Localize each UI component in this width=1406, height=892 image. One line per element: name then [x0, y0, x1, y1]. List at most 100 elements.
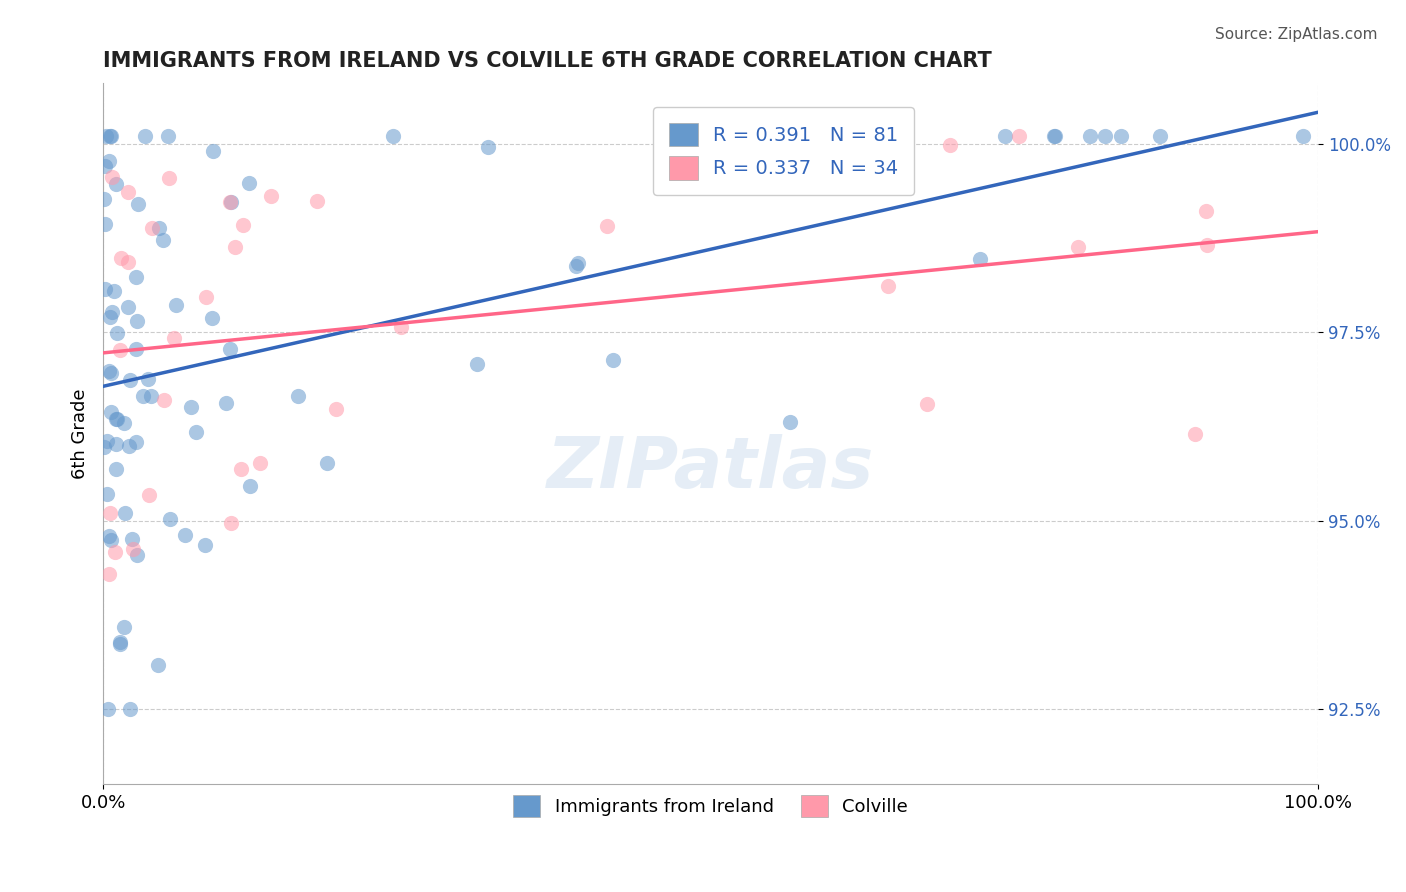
- Immigrants from Ireland: [110, 637, 132, 651]
- Immigrants from Ireland: [112, 416, 135, 430]
- Immigrants from Ireland: [219, 194, 242, 209]
- Colville: [157, 170, 180, 185]
- Immigrants from Ireland: [94, 159, 117, 173]
- Immigrants from Ireland: [125, 270, 148, 285]
- Colville: [260, 189, 283, 203]
- Immigrants from Ireland: [1094, 129, 1116, 144]
- Immigrants from Ireland: [103, 284, 125, 298]
- Text: ZIPatlas: ZIPatlas: [547, 434, 875, 503]
- Text: Source: ZipAtlas.com: Source: ZipAtlas.com: [1215, 27, 1378, 42]
- Colville: [117, 254, 139, 268]
- Immigrants from Ireland: [114, 506, 136, 520]
- Immigrants from Ireland: [139, 389, 162, 403]
- Immigrants from Ireland: [108, 634, 131, 648]
- Immigrants from Ireland: [201, 144, 224, 158]
- Immigrants from Ireland: [152, 233, 174, 247]
- Colville: [163, 331, 186, 345]
- Immigrants from Ireland: [104, 462, 127, 476]
- Immigrants from Ireland: [98, 310, 121, 324]
- Immigrants from Ireland: [112, 620, 135, 634]
- Immigrants from Ireland: [465, 357, 488, 371]
- Immigrants from Ireland: [105, 326, 128, 341]
- Colville: [153, 393, 176, 408]
- Colville: [1195, 204, 1218, 219]
- Colville: [100, 506, 122, 520]
- Immigrants from Ireland: [567, 255, 589, 269]
- Immigrants from Ireland: [602, 353, 624, 368]
- Colville: [232, 218, 254, 232]
- Text: IMMIGRANTS FROM IRELAND VS COLVILLE 6TH GRADE CORRELATION CHART: IMMIGRANTS FROM IRELAND VS COLVILLE 6TH …: [103, 51, 991, 70]
- Immigrants from Ireland: [1149, 129, 1171, 144]
- Colville: [1007, 129, 1029, 144]
- Immigrants from Ireland: [134, 129, 156, 144]
- Immigrants from Ireland: [94, 129, 117, 144]
- Immigrants from Ireland: [180, 400, 202, 414]
- Immigrants from Ireland: [200, 311, 222, 326]
- Immigrants from Ireland: [159, 512, 181, 526]
- Immigrants from Ireland: [121, 532, 143, 546]
- Immigrants from Ireland: [100, 366, 122, 380]
- Colville: [98, 567, 121, 582]
- Colville: [249, 456, 271, 470]
- Immigrants from Ireland: [127, 197, 149, 211]
- Colville: [305, 194, 328, 208]
- Immigrants from Ireland: [1292, 129, 1315, 144]
- Colville: [389, 320, 412, 334]
- Immigrants from Ireland: [117, 300, 139, 314]
- Immigrants from Ireland: [97, 364, 120, 378]
- Immigrants from Ireland: [564, 259, 586, 273]
- Immigrants from Ireland: [132, 389, 155, 403]
- Immigrants from Ireland: [215, 395, 238, 409]
- Immigrants from Ireland: [287, 389, 309, 403]
- Colville: [1197, 238, 1219, 252]
- Immigrants from Ireland: [98, 153, 121, 168]
- Colville: [224, 239, 246, 253]
- Immigrants from Ireland: [238, 177, 260, 191]
- Immigrants from Ireland: [93, 440, 115, 454]
- Immigrants from Ireland: [219, 342, 242, 356]
- Colville: [1184, 426, 1206, 441]
- Immigrants from Ireland: [98, 529, 121, 543]
- Immigrants from Ireland: [118, 439, 141, 453]
- Immigrants from Ireland: [1078, 129, 1101, 144]
- Colville: [325, 401, 347, 416]
- Y-axis label: 6th Grade: 6th Grade: [72, 389, 89, 479]
- Colville: [104, 545, 127, 559]
- Immigrants from Ireland: [136, 371, 159, 385]
- Immigrants from Ireland: [118, 702, 141, 716]
- Immigrants from Ireland: [96, 486, 118, 500]
- Immigrants from Ireland: [125, 548, 148, 562]
- Colville: [108, 343, 131, 357]
- Immigrants from Ireland: [315, 456, 337, 470]
- Colville: [195, 290, 218, 304]
- Colville: [110, 251, 132, 265]
- Immigrants from Ireland: [93, 193, 115, 207]
- Colville: [117, 185, 139, 199]
- Colville: [101, 169, 124, 184]
- Immigrants from Ireland: [105, 411, 128, 425]
- Immigrants from Ireland: [969, 252, 991, 267]
- Immigrants from Ireland: [184, 425, 207, 439]
- Colville: [876, 279, 898, 293]
- Immigrants from Ireland: [100, 405, 122, 419]
- Immigrants from Ireland: [1043, 129, 1066, 144]
- Immigrants from Ireland: [148, 221, 170, 235]
- Colville: [595, 219, 617, 234]
- Immigrants from Ireland: [107, 412, 129, 426]
- Immigrants from Ireland: [96, 434, 118, 448]
- Immigrants from Ireland: [105, 437, 128, 451]
- Immigrants from Ireland: [127, 314, 149, 328]
- Colville: [141, 221, 163, 235]
- Colville: [219, 195, 242, 210]
- Immigrants from Ireland: [382, 129, 405, 144]
- Immigrants from Ireland: [97, 702, 120, 716]
- Immigrants from Ireland: [779, 415, 801, 429]
- Immigrants from Ireland: [157, 129, 180, 144]
- Colville: [219, 516, 242, 530]
- Immigrants from Ireland: [146, 657, 169, 672]
- Colville: [939, 137, 962, 152]
- Immigrants from Ireland: [100, 129, 122, 144]
- Immigrants from Ireland: [194, 538, 217, 552]
- Colville: [138, 488, 160, 502]
- Immigrants from Ireland: [120, 373, 142, 387]
